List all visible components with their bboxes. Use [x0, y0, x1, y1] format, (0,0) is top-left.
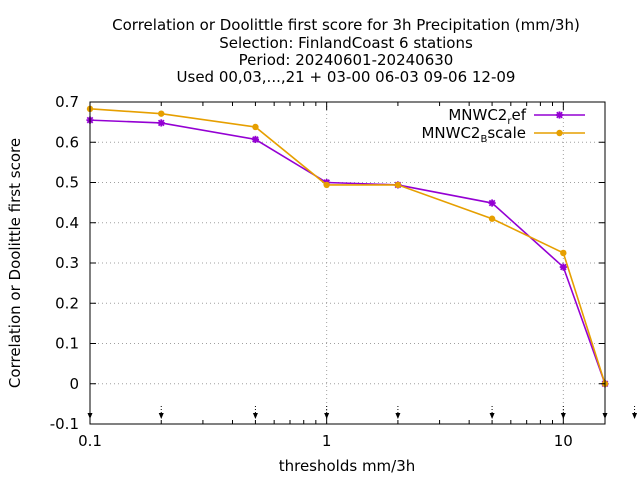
threshold-arrow	[252, 413, 258, 419]
title-line-4: Used 00,03,...,21 + 03-00 06-03 09-06 12…	[177, 68, 516, 86]
data-point	[488, 215, 496, 222]
data-point	[251, 135, 260, 144]
y-tick-label: 0.2	[55, 294, 79, 312]
legend-label-main: MNWC2	[448, 106, 507, 124]
x-tick-label: 10	[554, 432, 573, 450]
title-line-2: Selection: FinlandCoast 6 stations	[219, 34, 473, 52]
legend-marker	[555, 111, 564, 119]
threshold-arrow	[632, 413, 638, 419]
data-point	[488, 199, 496, 207]
data-point	[559, 263, 567, 271]
data-point	[560, 249, 567, 257]
data-point-stroke	[252, 136, 259, 143]
y-tick-label: -0.1	[50, 415, 79, 433]
data-point	[252, 123, 259, 131]
y-tick-label: 0.7	[55, 93, 79, 111]
legend-label: MNWC2ref	[448, 106, 526, 127]
legend-label-tail: ef	[511, 106, 526, 124]
legend-marker	[556, 129, 563, 137]
y-tick-label: 0.5	[55, 174, 79, 192]
threshold-markers	[87, 406, 638, 419]
x-axis-label: thresholds mm/3h	[279, 457, 416, 475]
chart-title: Correlation or Doolittle first score for…	[112, 16, 580, 86]
data-point-stroke	[559, 263, 567, 271]
x-tick-label: 1	[322, 432, 332, 450]
data-point	[394, 181, 402, 189]
data-point-stroke	[488, 199, 496, 207]
data-point	[323, 181, 330, 189]
legend-label: MNWC2Bscale	[421, 124, 526, 145]
series-line	[89, 108, 606, 384]
data-point	[158, 110, 165, 117]
threshold-arrow	[489, 413, 495, 419]
y-axis-label: Correlation or Doolittle first score	[6, 138, 24, 388]
y-tick-label: 0.1	[55, 335, 79, 353]
y-tick-label: 0.4	[55, 214, 79, 232]
data-point	[157, 119, 165, 127]
y-tick-label: 0	[69, 375, 79, 393]
title-line-1: Correlation or Doolittle first score for…	[112, 16, 580, 34]
y-tick-label: 0.6	[55, 133, 79, 151]
threshold-arrow	[395, 413, 401, 419]
x-tick-label: 0.1	[78, 432, 102, 450]
axis-ticks: -0.1 0 0.1 0.2 0.3 0.4 0.5 0.6 0.7 0.1 1 10	[50, 93, 605, 450]
legend-label-tail: scale	[487, 124, 526, 142]
grid	[89, 101, 605, 425]
data-point-stroke	[157, 119, 165, 127]
legend-marker-stroke	[556, 111, 563, 119]
title-line-3: Period: 20240601-20240630	[239, 51, 454, 69]
y-tick-label: 0.3	[55, 254, 79, 272]
series-layer	[86, 105, 609, 388]
legend-label-main: MNWC2	[421, 124, 480, 142]
legend-label-subscript: B	[480, 134, 487, 145]
legend-label-subscript: r	[507, 116, 512, 127]
threshold-arrow	[158, 413, 164, 419]
series-line	[89, 119, 606, 385]
plot-border	[89, 101, 606, 425]
